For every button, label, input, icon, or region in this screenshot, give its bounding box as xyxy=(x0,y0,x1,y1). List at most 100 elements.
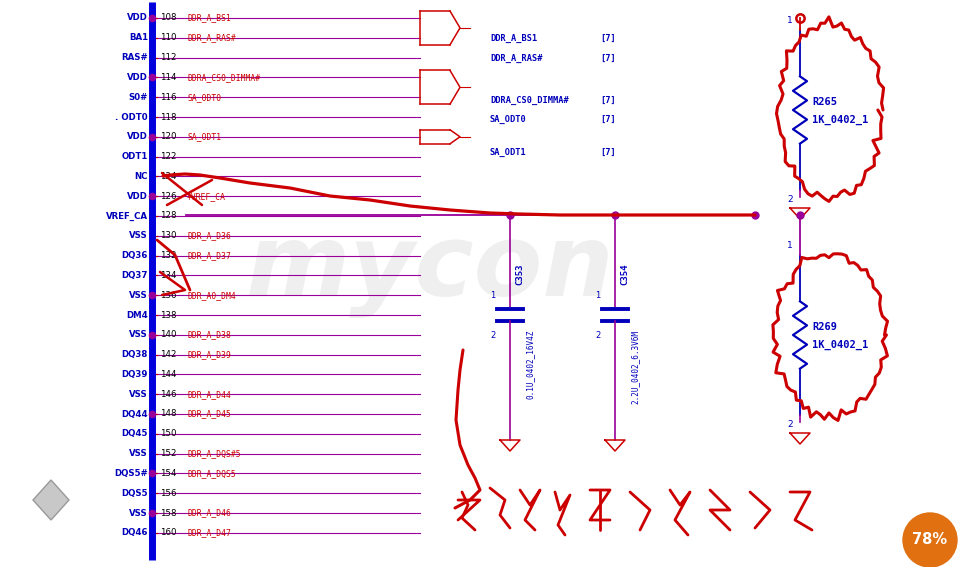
Text: DDR_A_DQS#5: DDR_A_DQS#5 xyxy=(187,449,241,458)
Text: 152: 152 xyxy=(160,449,176,458)
Text: SA_ODT1: SA_ODT1 xyxy=(187,132,221,141)
Text: 156: 156 xyxy=(160,489,176,498)
Polygon shape xyxy=(33,480,69,520)
Text: DQ37: DQ37 xyxy=(121,271,148,280)
Text: VREF_CA: VREF_CA xyxy=(106,211,148,221)
Text: 1K_0402_1: 1K_0402_1 xyxy=(812,115,869,125)
Text: 2: 2 xyxy=(491,331,495,340)
Text: mycon: mycon xyxy=(246,222,614,319)
Text: ODT1: ODT1 xyxy=(121,152,148,161)
Text: VSS: VSS xyxy=(129,449,148,458)
Text: 150: 150 xyxy=(160,429,176,438)
Text: DDR_A_DQS5: DDR_A_DQS5 xyxy=(187,469,236,478)
Text: 128: 128 xyxy=(160,211,176,221)
Text: 158: 158 xyxy=(160,509,176,518)
Text: RAS#: RAS# xyxy=(121,53,148,62)
Text: DDR_A_D39: DDR_A_D39 xyxy=(187,350,230,359)
Text: . ODT0: . ODT0 xyxy=(116,112,148,121)
Text: DDR_A_BS1: DDR_A_BS1 xyxy=(490,33,537,43)
Text: VSS: VSS xyxy=(129,509,148,518)
Text: 1K_0402_1: 1K_0402_1 xyxy=(812,340,869,350)
Text: 2: 2 xyxy=(596,331,601,340)
Text: DDR_A_BS1: DDR_A_BS1 xyxy=(187,14,230,23)
Text: 130: 130 xyxy=(160,231,176,240)
Text: SA_ODT0: SA_ODT0 xyxy=(490,115,526,124)
Text: DDR_A_D38: DDR_A_D38 xyxy=(187,331,230,339)
Text: R265: R265 xyxy=(812,97,837,107)
Text: DQS5: DQS5 xyxy=(121,489,148,498)
Text: 2.2U_0402_6.3V6M: 2.2U_0402_6.3V6M xyxy=(631,330,640,404)
Text: 78%: 78% xyxy=(913,532,948,548)
Text: DDR_A_D44: DDR_A_D44 xyxy=(187,390,230,399)
Text: 160: 160 xyxy=(160,528,176,538)
Text: 136: 136 xyxy=(160,291,176,300)
Text: DDR_A_D47: DDR_A_D47 xyxy=(187,528,230,538)
Text: DQ45: DQ45 xyxy=(121,429,148,438)
Text: 118: 118 xyxy=(160,112,176,121)
Text: DQ46: DQ46 xyxy=(121,528,148,538)
Text: 148: 148 xyxy=(160,409,176,418)
Text: NC: NC xyxy=(135,172,148,181)
Text: 140: 140 xyxy=(160,331,176,339)
Text: 124: 124 xyxy=(160,172,176,181)
Text: VSS: VSS xyxy=(129,331,148,339)
Text: DQS5#: DQS5# xyxy=(115,469,148,478)
Text: 134: 134 xyxy=(160,271,176,280)
Text: 1: 1 xyxy=(788,16,792,25)
Text: 1: 1 xyxy=(788,241,792,250)
Text: VSS: VSS xyxy=(129,291,148,300)
Text: DDR_A_D36: DDR_A_D36 xyxy=(187,231,230,240)
Text: VDD: VDD xyxy=(127,73,148,82)
Text: VSS: VSS xyxy=(129,231,148,240)
Text: 144: 144 xyxy=(160,370,176,379)
Text: 138: 138 xyxy=(160,311,176,319)
Text: 2: 2 xyxy=(788,195,792,204)
Text: C353: C353 xyxy=(515,264,524,285)
Text: BA1: BA1 xyxy=(129,33,148,43)
Text: 154: 154 xyxy=(160,469,176,478)
Text: 108: 108 xyxy=(160,14,176,23)
Text: C354: C354 xyxy=(620,264,629,285)
Text: DDRA_CS0_DIMMA#: DDRA_CS0_DIMMA# xyxy=(490,95,569,104)
Text: VDD: VDD xyxy=(127,14,148,23)
Text: 2: 2 xyxy=(788,420,792,429)
Text: 0.1U_0402_16V4Z: 0.1U_0402_16V4Z xyxy=(526,330,535,399)
Text: DDR_A0_DM4: DDR_A0_DM4 xyxy=(187,291,236,300)
Text: 120: 120 xyxy=(160,132,176,141)
Text: SA_ODT0: SA_ODT0 xyxy=(187,92,221,101)
Text: DDR_A_D46: DDR_A_D46 xyxy=(187,509,230,518)
Text: [7]: [7] xyxy=(600,53,616,62)
Text: 110: 110 xyxy=(160,33,176,43)
Text: R269: R269 xyxy=(812,322,837,332)
Text: 142: 142 xyxy=(160,350,176,359)
Text: DQ36: DQ36 xyxy=(121,251,148,260)
Text: VDD: VDD xyxy=(127,132,148,141)
Circle shape xyxy=(903,513,957,567)
Text: [7]: [7] xyxy=(600,33,616,43)
Text: 1: 1 xyxy=(491,290,495,299)
Text: VSS: VSS xyxy=(129,390,148,399)
Text: 116: 116 xyxy=(160,92,176,101)
Text: 122: 122 xyxy=(160,152,176,161)
Text: DDR_A_RAS#: DDR_A_RAS# xyxy=(490,53,543,62)
Text: DDR_A_D45: DDR_A_D45 xyxy=(187,409,230,418)
Text: DM4: DM4 xyxy=(126,311,148,319)
Text: S0#: S0# xyxy=(128,92,148,101)
Text: VDD: VDD xyxy=(127,192,148,201)
Text: DDR_A_D37: DDR_A_D37 xyxy=(187,251,230,260)
Text: DDR_A_RAS#: DDR_A_RAS# xyxy=(187,33,236,43)
Text: 114: 114 xyxy=(160,73,176,82)
Text: SA_ODT1: SA_ODT1 xyxy=(490,147,526,156)
Text: 112: 112 xyxy=(160,53,176,62)
Text: 146: 146 xyxy=(160,390,176,399)
Text: DQ39: DQ39 xyxy=(121,370,148,379)
Text: [7]: [7] xyxy=(600,115,616,124)
Text: 1: 1 xyxy=(596,290,601,299)
Text: [7]: [7] xyxy=(600,95,616,104)
Text: DQ38: DQ38 xyxy=(121,350,148,359)
Text: DQ44: DQ44 xyxy=(121,409,148,418)
Text: [7]: [7] xyxy=(600,147,616,156)
Text: 126: 126 xyxy=(160,192,176,201)
Text: 132: 132 xyxy=(160,251,176,260)
Text: DDRA_CS0_DIMMA#: DDRA_CS0_DIMMA# xyxy=(187,73,260,82)
